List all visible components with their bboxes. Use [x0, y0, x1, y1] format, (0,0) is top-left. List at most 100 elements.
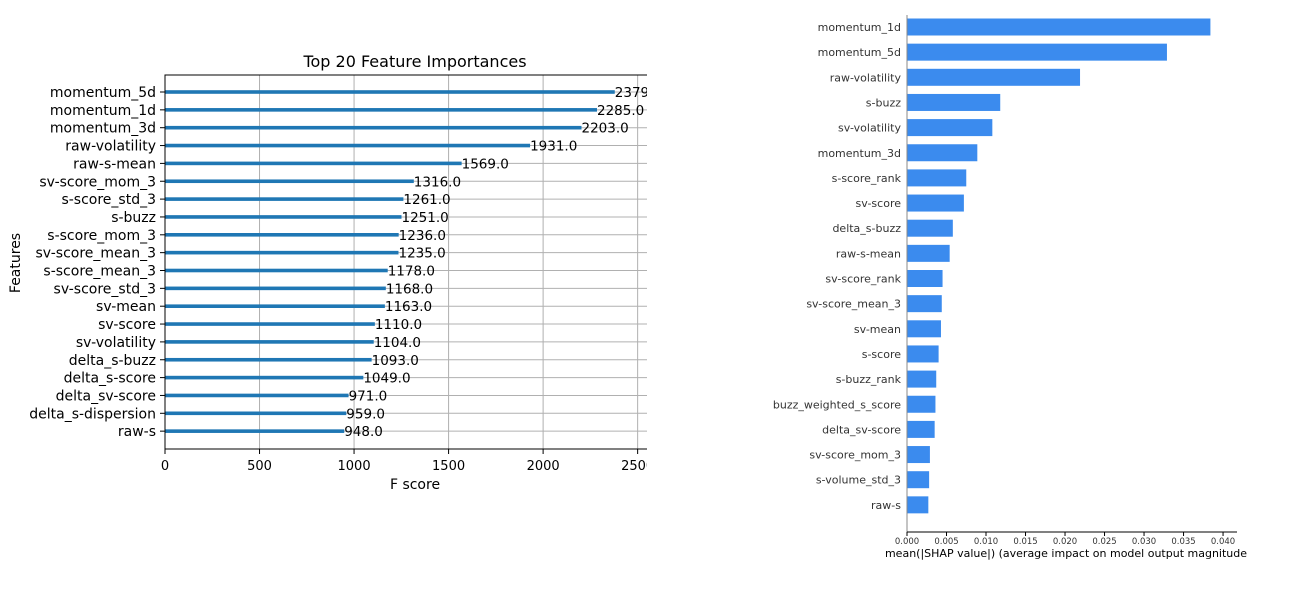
bar	[165, 197, 404, 201]
bar	[907, 68, 1081, 86]
y-tick-label: raw-s-mean	[73, 156, 156, 172]
bar	[907, 320, 941, 338]
bar	[165, 90, 615, 94]
y-tick-label: s-buzz	[866, 96, 901, 109]
bar	[165, 393, 349, 398]
data-label: 2379.0	[615, 85, 647, 101]
bars	[907, 18, 1211, 514]
bar	[165, 215, 402, 219]
bar	[907, 43, 1167, 61]
bar	[907, 93, 1001, 111]
y-tick-label: s-score_std_3	[61, 192, 156, 208]
y-tick-label: raw-s	[118, 424, 156, 440]
data-label: 1235.0	[398, 246, 445, 262]
bar	[907, 244, 950, 262]
x-tick-label: 0.030	[1132, 537, 1156, 547]
y-tick-label: momentum_3d	[818, 147, 901, 160]
bar	[907, 345, 939, 363]
x-axis-label: mean(|SHAP value|) (average impact on mo…	[885, 547, 1247, 560]
data-label: 1049.0	[363, 371, 410, 387]
bar	[165, 357, 372, 362]
shap-importance-chart: mean(|SHAP value|) (average impact on mo…	[773, 15, 1247, 560]
bar	[165, 411, 347, 416]
bar	[165, 304, 385, 308]
bar	[165, 340, 374, 344]
bar	[165, 143, 531, 148]
y-tick-label: s-score	[862, 348, 901, 361]
y-tick-label: delta_s-dispersion	[29, 406, 156, 422]
bar	[165, 322, 375, 326]
grid-lines	[164, 75, 647, 449]
bar	[907, 119, 993, 137]
data-label: 2285.0	[597, 103, 644, 119]
data-label: 959.0	[346, 406, 385, 422]
y-tick-label: s-score_mean_3	[43, 264, 156, 280]
y-tick-label: sv-mean	[96, 299, 156, 315]
bar	[907, 219, 953, 237]
y-tick-label: sv-score_mean_3	[36, 246, 156, 262]
bar	[907, 169, 967, 187]
y-tick-label: delta_s-buzz	[832, 222, 901, 235]
bar	[907, 144, 978, 162]
bar	[165, 429, 345, 433]
y-tick-label: sv-score_mom_3	[809, 449, 901, 462]
bar	[165, 161, 462, 166]
bars	[165, 90, 615, 433]
data-label: 1316.0	[414, 174, 461, 190]
bar	[165, 250, 399, 255]
data-label: 1110.0	[375, 317, 422, 333]
bar	[165, 233, 399, 237]
y-tick-label: buzz_weighted_s_score	[773, 398, 901, 411]
y-tick-label: s-buzz	[111, 210, 156, 226]
y-tick-label: sv-score_mean_3	[806, 298, 901, 311]
y-tick-label: sv-volatility	[76, 335, 156, 351]
x-tick-label: 0.020	[1053, 537, 1077, 547]
x-tick-label: 0.035	[1171, 537, 1195, 547]
y-tick-label: raw-volatility	[830, 71, 902, 84]
x-tick-label: 2000	[527, 459, 560, 474]
y-tick-label: sv-score	[98, 317, 156, 333]
data-label: 1178.0	[388, 264, 435, 280]
x-tick-label: 0.000	[895, 537, 919, 547]
bar	[907, 270, 943, 287]
y-tick-label: momentum_5d	[818, 46, 901, 59]
y-tick-label: raw-s-mean	[836, 247, 901, 260]
y-tick-label: sv-mean	[854, 323, 901, 336]
y-tick-label: sv-score	[856, 197, 902, 210]
x-axis-label: F score	[390, 477, 440, 493]
data-label: 1093.0	[372, 353, 419, 369]
bar	[907, 194, 964, 212]
y-tick-label: s-score_mom_3	[47, 228, 156, 244]
x-tick-label: 0.010	[974, 537, 998, 547]
x-tick-label: 1500	[432, 459, 465, 474]
feature-importance-chart: Top 20 Feature Importances Features F sc…	[8, 52, 647, 493]
y-tick-label: raw-volatility	[65, 139, 156, 155]
y-tick-label: delta_sv-score	[56, 388, 156, 404]
y-tick-label: sv-score_std_3	[54, 281, 156, 297]
data-label: 1569.0	[462, 156, 509, 172]
x-tick-label: 0	[161, 459, 169, 474]
y-tick-label: momentum_5d	[50, 85, 156, 101]
data-label: 1168.0	[386, 281, 433, 297]
data-label: 1931.0	[530, 139, 577, 155]
data-label: 948.0	[344, 424, 383, 440]
y-axis-label: Features	[8, 233, 24, 293]
data-label: 1251.0	[402, 210, 449, 226]
bar	[907, 496, 929, 514]
tick-labels: 0 500 1000 1500 2000 2500 momentum_5d 2379.0 mom…	[29, 85, 647, 474]
y-tick-label: momentum_1d	[818, 21, 901, 34]
data-label: 1104.0	[374, 335, 421, 351]
x-tick-label: 0.040	[1211, 537, 1235, 547]
data-label: 971.0	[349, 388, 388, 404]
bar	[907, 420, 935, 438]
y-tick-label: sv-score_mom_3	[39, 174, 156, 190]
bar	[907, 446, 930, 464]
bar	[165, 286, 386, 291]
tick-labels: momentum_1d momentum_5d raw-volatility s-bu…	[773, 21, 1235, 547]
bar	[907, 370, 937, 388]
bar	[165, 375, 364, 380]
y-tick-label: s-score_rank	[832, 172, 902, 185]
data-label: 1236.0	[399, 228, 446, 244]
chart-title: Top 20 Feature Importances	[302, 52, 526, 71]
y-tick-label: delta_s-buzz	[69, 353, 156, 369]
